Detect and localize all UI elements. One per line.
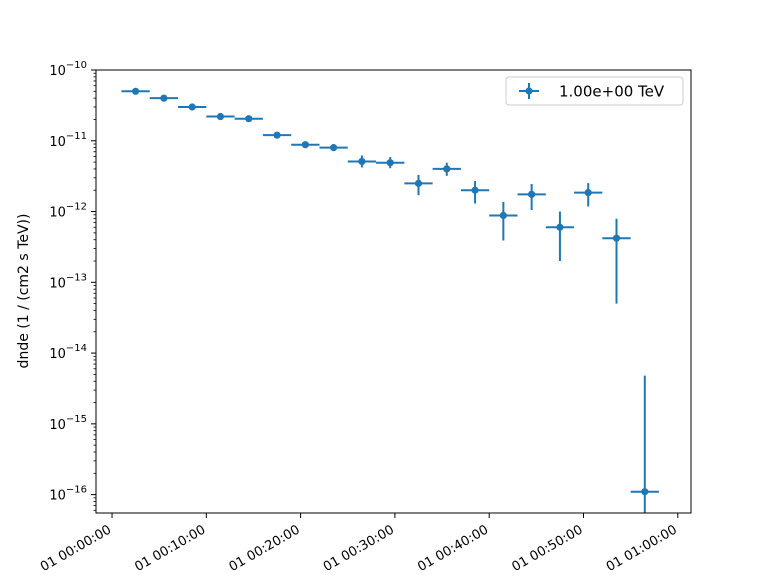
- data-marker: [584, 189, 592, 197]
- data-points-layer: [121, 87, 659, 513]
- data-marker: [301, 141, 309, 149]
- x-tick-label: 01 00:20:00: [227, 522, 303, 575]
- data-marker: [471, 186, 479, 194]
- y-tick-label: 10−11: [49, 131, 87, 150]
- data-marker: [273, 131, 281, 139]
- data-marker: [245, 115, 253, 123]
- axes-layer: 10−10 10−11 10−12 10−13 10−14 10−15 10−16 01 00…: [38, 60, 692, 575]
- legend-marker: [525, 87, 533, 95]
- x-tick-label: 01 00:00:00: [38, 522, 114, 575]
- data-marker: [132, 87, 140, 95]
- data-marker: [216, 112, 225, 121]
- data-point: [602, 218, 631, 304]
- data-marker: [499, 211, 507, 220]
- data-point: [517, 184, 546, 211]
- x-tick-label: 01 00:50:00: [510, 522, 586, 575]
- data-point: [319, 144, 348, 152]
- data-point: [376, 156, 405, 169]
- legend-box: [505, 76, 684, 106]
- plot-frame: [95, 69, 692, 514]
- data-point: [206, 112, 235, 121]
- y-tick-label: 10−14: [49, 343, 87, 362]
- data-marker: [160, 94, 168, 102]
- x-tick-label: 01 00:10:00: [132, 522, 208, 575]
- data-point: [432, 162, 461, 176]
- data-marker: [612, 234, 621, 242]
- y-tick-label: 10−16: [49, 485, 87, 504]
- data-point: [574, 183, 603, 207]
- data-point: [149, 94, 179, 102]
- y-tick-label: 10−12: [49, 202, 87, 221]
- data-point: [178, 103, 207, 111]
- data-marker: [386, 159, 394, 167]
- data-marker: [528, 190, 536, 198]
- data-point: [262, 131, 292, 139]
- data-marker: [330, 144, 338, 152]
- data-marker: [414, 179, 423, 187]
- y-tick-label: 10−10: [49, 60, 87, 79]
- x-tick-label: 01 00:40:00: [415, 522, 491, 575]
- data-point: [347, 155, 377, 168]
- data-point: [460, 181, 490, 204]
- x-tick-label: 01 00:30:00: [321, 522, 397, 575]
- data-marker: [443, 165, 451, 173]
- data-point: [291, 141, 320, 149]
- data-point: [234, 115, 263, 123]
- data-point: [630, 375, 659, 513]
- data-marker: [556, 223, 564, 231]
- data-point: [545, 211, 575, 262]
- data-point: [489, 201, 518, 241]
- legend: 1.00e+00 TeV: [505, 76, 684, 106]
- data-marker: [188, 103, 196, 111]
- data-point: [404, 174, 433, 196]
- y-axis-label: dnde (1 / (cm2 s TeV)): [16, 214, 32, 369]
- legend-label: 1.00e+00 TeV: [559, 83, 665, 101]
- data-marker: [641, 488, 649, 496]
- data-marker: [358, 157, 366, 166]
- x-tick-label: 01 01:00:00: [604, 522, 680, 575]
- y-tick-label: 10−13: [49, 272, 87, 291]
- y-tick-label: 10−15: [49, 414, 87, 433]
- data-point: [121, 87, 150, 95]
